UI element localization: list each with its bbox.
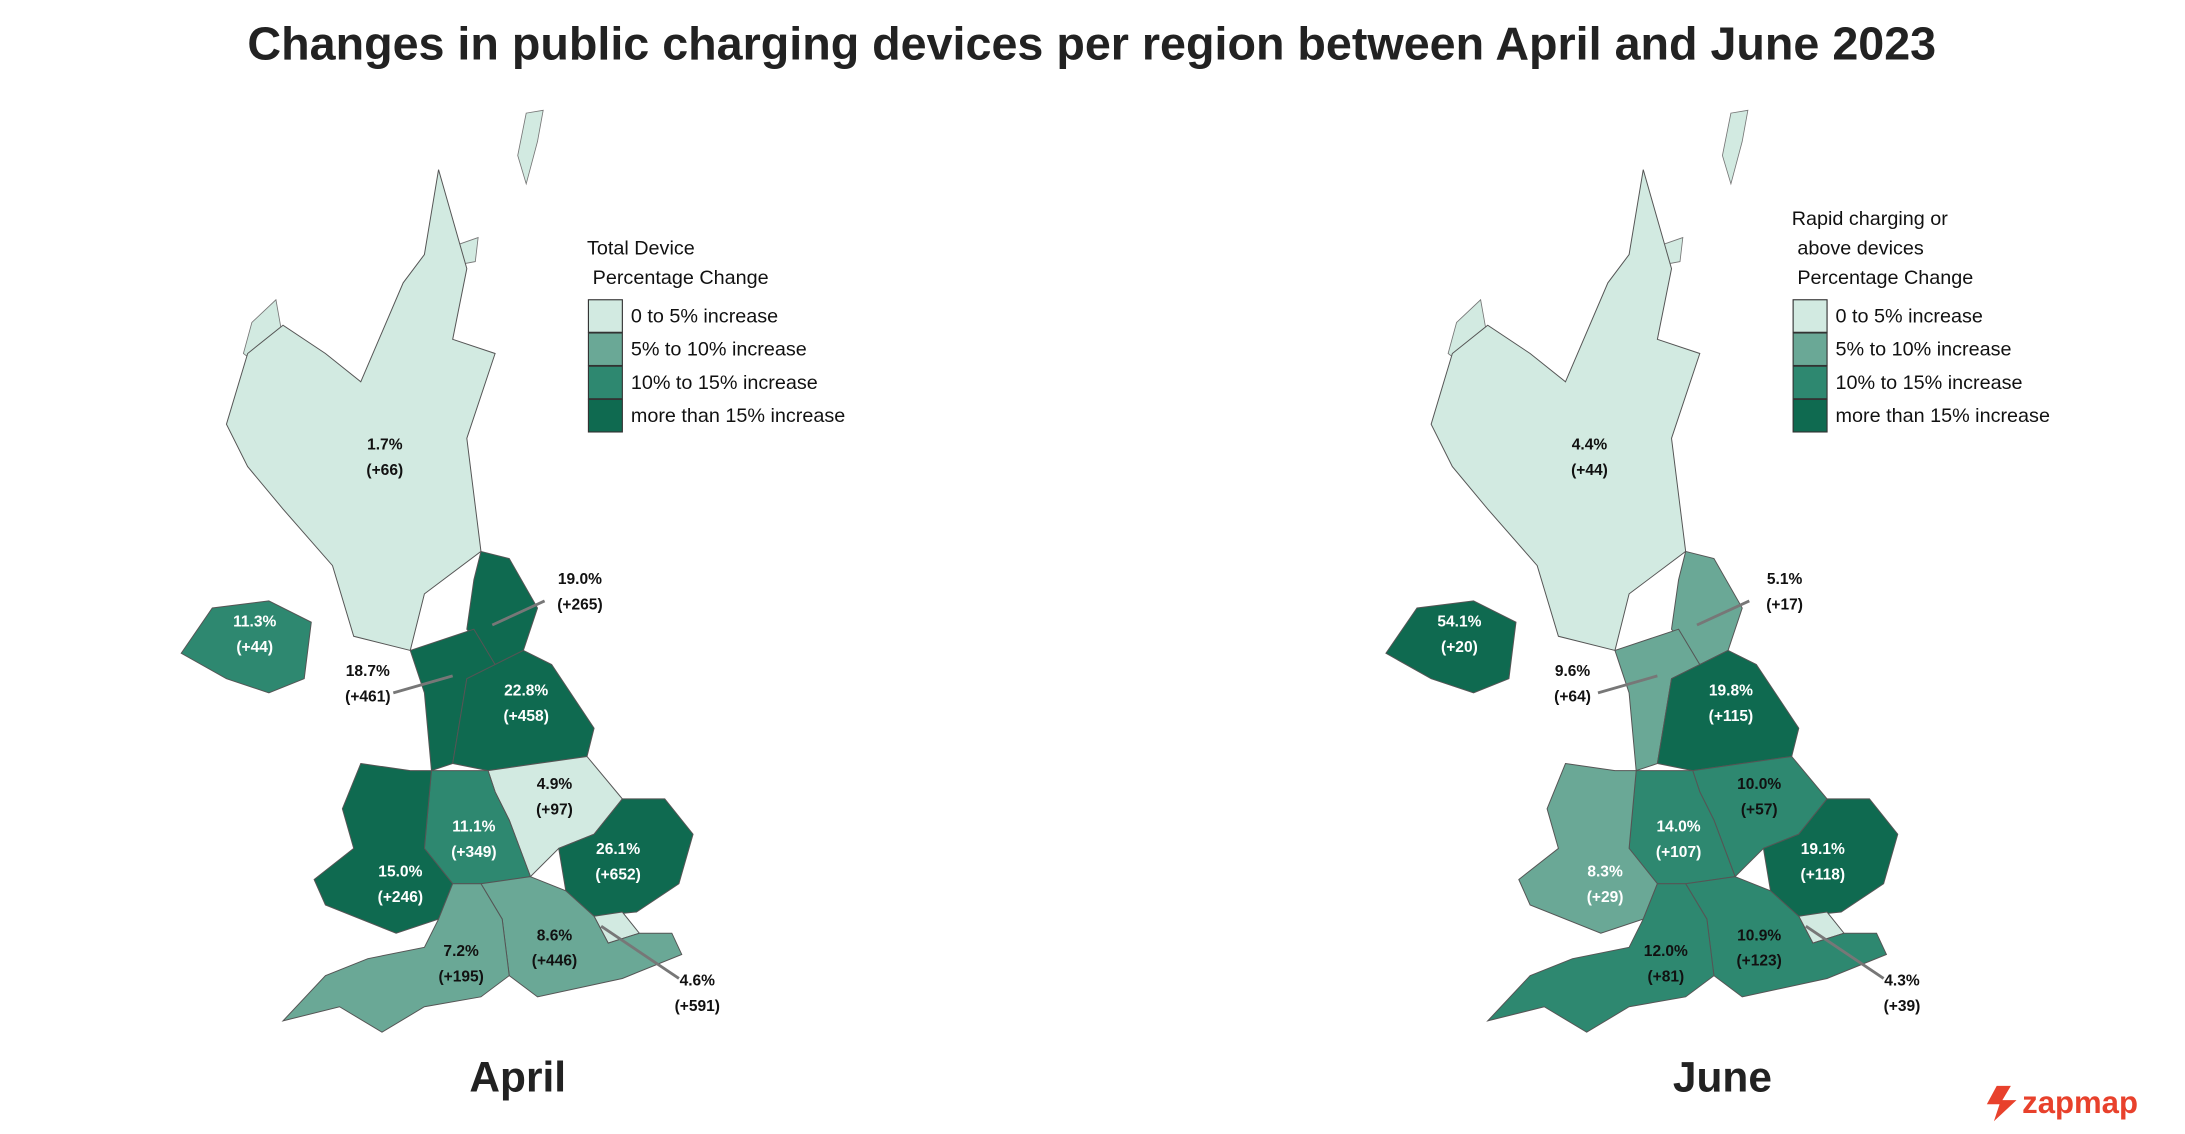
region-percent: 54.1% [1437,613,1481,630]
region-percent: 19.1% [1801,841,1845,858]
map-caption: April [469,1054,566,1101]
region [313,762,454,934]
region-percent: 14.0% [1657,818,1701,835]
region-percent: 9.6% [1555,663,1591,680]
region-percent: 1.7% [367,437,403,454]
region-percent: 4.9% [537,776,573,793]
region-count: (+17) [1766,596,1803,613]
leader-line [1597,674,1658,695]
region-percent: 22.8% [504,683,548,700]
logo-icon [1986,1085,2017,1122]
region-count: (+591) [675,998,720,1015]
legend-label: more than 15% increase [631,405,845,427]
region [1518,762,1658,934]
legend-title: Total Device [587,238,695,260]
region-count: (+64) [1554,688,1591,705]
region-percent: 8.3% [1587,864,1623,881]
legend-label: 5% to 10% increase [631,339,807,361]
region [1385,600,1517,694]
region-percent: 8.6% [537,927,573,944]
logo-text: zapmap [2022,1085,2138,1120]
region-count: (+44) [1571,462,1608,479]
legend-swatch [587,398,623,433]
legend-title: Rapid charging or [1792,208,1949,230]
region-count: (+57) [1741,801,1778,818]
region-percent: 11.3% [233,613,276,630]
island [517,109,544,186]
region-percent: 19.0% [558,571,602,588]
region-percent: 4.3% [1884,973,1920,990]
legend-swatch [1792,398,1828,433]
region-count: (+81) [1647,968,1684,985]
legend-title: Percentage Change [1797,267,1973,289]
legend-swatch [1792,365,1828,400]
region-percent: 4.6% [680,973,716,990]
legend-label: 5% to 10% increase [1836,339,2012,361]
region-percent: 4.4% [1572,437,1608,454]
region-percent: 5.1% [1767,571,1803,588]
region-count: (+115) [1709,708,1754,725]
leader-line [1805,924,1885,980]
region-count: (+20) [1441,639,1478,656]
legend-swatch [1792,299,1828,333]
region-count: (+246) [378,889,423,906]
legend-label: 0 to 5% increase [1836,305,1983,327]
region-percent: 10.0% [1737,776,1781,793]
legend-swatch [587,299,623,333]
region-count: (+39) [1884,998,1921,1015]
legend-label: 10% to 15% increase [1836,372,2023,394]
region-count: (+118) [1801,866,1846,883]
region-percent: 15.0% [378,864,422,881]
region-count: (+44) [236,639,273,656]
region-count: (+265) [557,596,602,613]
leader-line [1696,599,1750,627]
legend-title: above devices [1797,238,1924,260]
region-count: (+107) [1656,844,1701,861]
region-count: (+66) [366,462,403,479]
region-percent: 18.7% [346,663,390,680]
region-percent: 19.8% [1709,683,1753,700]
legend-label: more than 15% increase [1836,405,2050,427]
leader-line [600,924,680,980]
region-percent: 12.0% [1644,943,1688,960]
region-percent: 26.1% [596,841,640,858]
legend-title: Percentage Change [593,267,769,289]
region-percent: 10.9% [1737,927,1781,944]
region-percent: 7.2% [443,943,479,960]
region [225,169,496,652]
region-count: (+446) [532,953,577,970]
legend-swatch [587,365,623,400]
region [1430,169,1701,652]
region [281,883,510,1033]
region-count: (+29) [1587,889,1624,906]
logo: zapmap [1986,1085,2138,1122]
legend-swatch [1792,332,1828,367]
region-count: (+458) [504,708,549,725]
map: 4.4% (+44) 5.1% (+17) 9.6% (+64) 19.8% (+115) 10… [1385,109,2050,1101]
region-count: (+349) [451,844,496,861]
leader-line [392,674,454,695]
region [1486,883,1715,1033]
region-count: (+461) [345,688,390,705]
region-count: (+97) [536,801,573,818]
map: 1.7% (+66) 19.0% (+265) 18.7% (+461) 22.8% (+45… [180,109,845,1101]
region-count: (+123) [1736,953,1781,970]
region-count: (+652) [595,866,640,883]
region-percent: 11.1% [452,818,495,835]
map-caption: June [1673,1054,1772,1101]
legend-label: 0 to 5% increase [631,305,778,327]
leader-line [491,599,546,627]
title: Changes in public charging devices per r… [247,17,1936,69]
island [1721,109,1749,186]
legend-swatch [587,332,623,367]
region [180,600,312,694]
region-count: (+195) [438,968,483,985]
legend-label: 10% to 15% increase [631,372,818,394]
